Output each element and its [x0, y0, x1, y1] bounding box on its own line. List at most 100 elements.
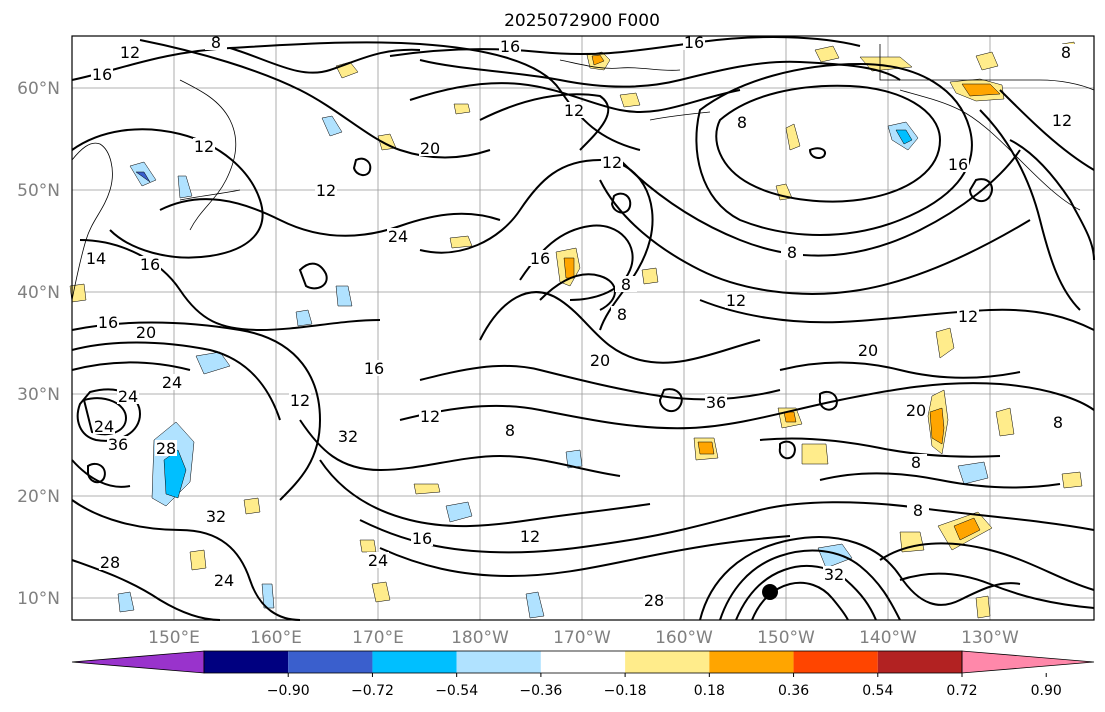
contour-label-bg — [1047, 414, 1069, 430]
coastline — [649, 111, 711, 121]
contour-label: 12 — [290, 391, 310, 410]
contour-label-bg — [205, 34, 227, 50]
contour-label: 28 — [156, 439, 176, 458]
contour-line — [82, 397, 128, 436]
contour-label-group: 8 — [781, 243, 803, 262]
contour-label-bg — [781, 244, 803, 260]
contour-label-group: 8 — [499, 421, 521, 440]
patch-yellow — [641, 267, 659, 285]
lon-label: 170°E — [352, 628, 404, 648]
contour-label: 12 — [120, 43, 140, 62]
contour-label-bg — [1055, 44, 1077, 60]
contour-line — [610, 192, 632, 214]
contour-label-group: 12 — [419, 407, 441, 426]
contour-label-group: 12 — [119, 43, 141, 62]
contour-label-bg — [499, 38, 521, 54]
map-panel: 12 8 16 16 16 8 12 20 12 12 8 12 16 12 16 24 8 16 8 8 12 14 16… — [69, 33, 1095, 621]
gridlines — [72, 36, 1094, 620]
colorbar-tick-label: −0.72 — [351, 683, 394, 699]
contour-label: 24 — [118, 387, 138, 406]
contour-label-group: 24 — [387, 227, 409, 246]
patch-blue-light — [957, 461, 989, 485]
contour-label: 12 — [564, 101, 584, 120]
contour-label: 16 — [412, 529, 432, 548]
patch-blue-light — [195, 351, 231, 375]
contour-label: 24 — [94, 417, 114, 436]
lon-label: 160°E — [250, 628, 302, 648]
contour-label: 36 — [108, 435, 128, 454]
contour-label: 12 — [602, 153, 622, 172]
colorbar-bin — [372, 651, 457, 673]
colorbar: −0.90 −0.72 −0.54 −0.36 −0.18 0.18 0.36 0.54 0.7… — [71, 650, 1095, 699]
contour-label-bg — [419, 140, 441, 156]
contour-label-group: 12 — [725, 291, 747, 310]
patch-blue-light — [321, 115, 343, 137]
contour-line — [539, 273, 616, 311]
coastline — [71, 142, 113, 301]
contour-label: 28 — [644, 591, 664, 610]
contour-label-group: 20 — [419, 139, 441, 158]
colorbar-bin — [204, 651, 289, 673]
contour-label: 16 — [684, 33, 704, 52]
contour-label-group: 8 — [615, 275, 637, 294]
contour-label-group: 16 — [91, 65, 113, 84]
contour-label-bg — [91, 66, 113, 82]
contour-label: 8 — [787, 243, 797, 262]
contour-label: 16 — [500, 37, 520, 56]
colorbar-tick-label: 0.90 — [1031, 683, 1062, 699]
contour-label-bg — [519, 528, 541, 544]
colorbar-tick-label: −0.36 — [519, 683, 562, 699]
storm-center-marker — [762, 584, 778, 600]
contour-line — [699, 536, 1021, 621]
patch-yellow — [413, 483, 441, 495]
contour-line — [298, 262, 328, 290]
patch-blue-light — [117, 591, 135, 613]
patch-blue — [895, 129, 913, 145]
contour-label: 12 — [316, 181, 336, 200]
lat-label: 40°N — [17, 283, 60, 303]
contour-label-bg — [957, 308, 979, 324]
lat-label: 10°N — [17, 589, 60, 609]
contour-label-group: 20 — [589, 351, 611, 370]
contour-label-bg — [601, 154, 623, 170]
patch-yellow — [371, 581, 391, 603]
contour-label-group: 16 — [947, 155, 969, 174]
contour-line — [715, 84, 942, 203]
contour-line — [399, 382, 1095, 430]
contour-label: 12 — [726, 291, 746, 310]
contour-label-bg — [857, 342, 879, 358]
contour-label-group: 16 — [683, 33, 705, 52]
contour-label-bg — [411, 530, 433, 546]
patch-yellow — [1061, 471, 1083, 489]
contour-label: 16 — [364, 359, 384, 378]
colorbar-frame — [203, 650, 963, 674]
contour-label: 16 — [140, 255, 160, 274]
contour-label-group: 16 — [97, 313, 119, 332]
colorbar-bin — [877, 651, 962, 673]
contour-label: 32 — [824, 565, 844, 584]
colorbar-tick-label: 0.18 — [694, 683, 725, 699]
contour-label-group: 14 — [85, 249, 107, 268]
lat-label: 30°N — [17, 385, 60, 405]
contour-label-bg — [161, 374, 183, 390]
contour-label-bg — [611, 306, 633, 322]
contour-label: 8 — [1061, 43, 1071, 62]
latitude-labels: 60°N 50°N 40°N 30°N 20°N 10°N — [17, 79, 60, 609]
patch-yellow — [189, 549, 207, 571]
coastline — [179, 79, 237, 231]
contour-label-bg — [213, 572, 235, 588]
patch-yellow — [975, 595, 991, 619]
contour-line — [71, 361, 191, 371]
contour-label-bg — [563, 102, 585, 118]
patch-orange — [563, 257, 575, 279]
coastlines — [71, 44, 1095, 301]
contour-label-bg — [117, 388, 139, 404]
contour-label-bg — [85, 250, 107, 266]
contour-line — [139, 39, 491, 159]
patch-yellow — [801, 443, 829, 465]
colorbar-bin — [540, 651, 626, 673]
contour-line — [419, 158, 654, 331]
lat-label: 60°N — [17, 79, 60, 99]
contour-label-group: 16 — [363, 359, 385, 378]
contour-label-bg — [289, 392, 311, 408]
